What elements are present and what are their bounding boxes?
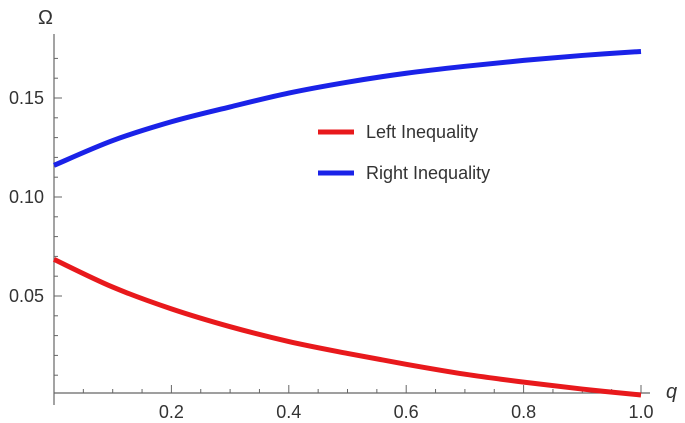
legend-label: Left Inequality	[366, 122, 478, 142]
legend-label: Right Inequality	[366, 163, 490, 183]
axes: 0.2 0.4 0.6 0.8 1.0 0.05 0.10 0.15	[9, 34, 654, 422]
tick-labels: 0.2 0.4 0.6 0.8 1.0 0.05 0.10 0.15	[9, 88, 654, 422]
series-layer	[52, 48, 642, 398]
x-tick-label: 0.2	[159, 402, 184, 422]
x-tick-label: 1.0	[628, 402, 653, 422]
y-tick-label: 0.05	[9, 286, 44, 306]
x-tick-label: 0.6	[394, 402, 419, 422]
series-line-right-inequality	[53, 48, 642, 168]
y-tick-label: 0.10	[9, 187, 44, 207]
x-tick-label: 0.8	[511, 402, 536, 422]
legend-item: Right Inequality	[318, 163, 490, 183]
legend-item: Left Inequality	[318, 122, 478, 142]
minor-ticks	[54, 57, 613, 393]
series-line-left-inequality	[52, 257, 642, 398]
y-tick-label: 0.15	[9, 88, 44, 108]
y-axis-label: Ω	[38, 7, 53, 29]
x-tick-label: 0.4	[276, 402, 301, 422]
x-axis-label: q	[666, 381, 677, 403]
major-ticks	[54, 97, 642, 393]
legend: Left Inequality Right Inequality	[318, 122, 490, 183]
